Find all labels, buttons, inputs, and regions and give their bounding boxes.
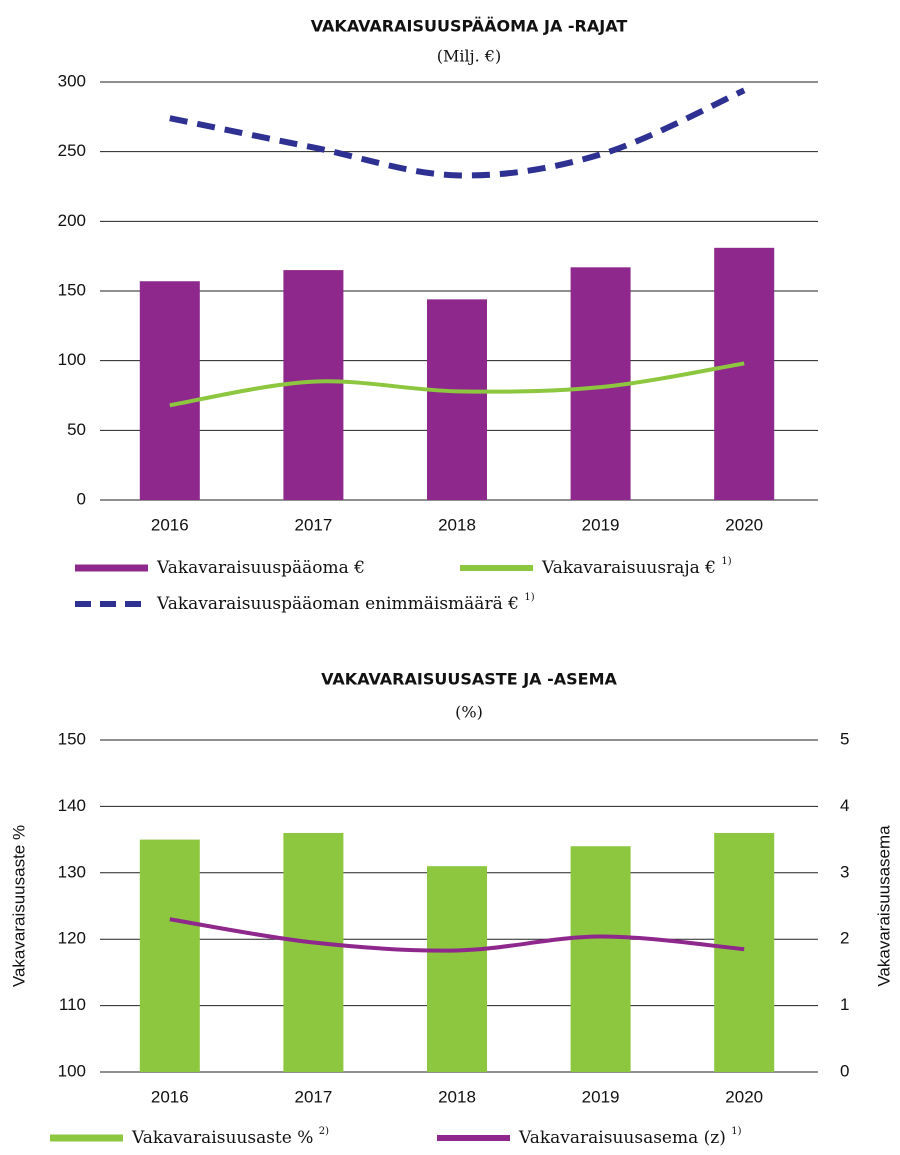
x-tick-label: 2018 — [438, 515, 476, 534]
line — [169, 917, 745, 953]
chart-subtitle: (Milj. €) — [437, 47, 501, 66]
x-tick-label: 2019 — [582, 1087, 620, 1106]
y-tick-label: 150 — [58, 729, 86, 748]
legend-name: Vakavaraisuusaste % — [131, 1128, 313, 1148]
y-tick-label: 200 — [58, 211, 86, 230]
y-tick-label: 140 — [58, 796, 86, 815]
y2-tick-label: 2 — [840, 929, 849, 948]
line — [169, 87, 746, 179]
chart-title: VAKAVARAISUUSASTE JA -ASEMA — [321, 670, 617, 689]
y-tick-label: 110 — [59, 995, 86, 1014]
bar — [139, 839, 200, 1072]
legend-note: 1) — [721, 556, 731, 567]
y2-tick-label: 1 — [840, 995, 849, 1014]
legend-name: Vakavaraisuusraja € — [541, 558, 716, 578]
y2-axis-label: Vakavaraisuusasema — [874, 825, 893, 987]
y2-tick-label: 0 — [840, 1061, 849, 1080]
legend-label: Vakavaraisuuspääoman enimmäismäärä € 1) — [156, 592, 535, 614]
legend-name: Vakavaraisuuspääoma € — [156, 558, 365, 578]
bar — [139, 281, 200, 500]
legend-label: Vakavaraisuusaste % 2) — [131, 1126, 329, 1148]
bar — [283, 832, 344, 1072]
legend-name: Vakavaraisuuspääoman enimmäismäärä € — [156, 594, 519, 614]
x-tick-label: 2017 — [294, 1087, 332, 1106]
bar — [714, 832, 775, 1072]
bar — [570, 846, 631, 1072]
bar — [714, 247, 775, 500]
legend-note: 2) — [319, 1126, 329, 1137]
x-tick-label: 2016 — [151, 1087, 189, 1106]
x-tick-label: 2016 — [151, 515, 189, 534]
x-tick-label: 2018 — [438, 1087, 476, 1106]
y-tick-label: 100 — [58, 350, 86, 369]
legend-note: 1) — [731, 1126, 741, 1137]
y2-tick-label: 3 — [840, 862, 849, 881]
y-tick-label: 150 — [58, 280, 86, 299]
chart-title: VAKAVARAISUUSPÄÄOMA JA -RAJAT — [311, 17, 628, 36]
y-tick-label: 120 — [58, 929, 86, 948]
line — [169, 361, 745, 408]
x-tick-label: 2020 — [725, 515, 763, 534]
y2-tick-label: 5 — [840, 729, 849, 748]
legend-note: 1) — [524, 592, 534, 603]
legend-label: Vakavaraisuusraja € 1) — [541, 556, 732, 578]
bar — [427, 866, 487, 1072]
legend-name: Vakavaraisuusasema (z) — [518, 1128, 726, 1148]
bar — [427, 299, 487, 500]
chart-subtitle: (%) — [455, 703, 483, 722]
x-tick-label: 2020 — [725, 1087, 763, 1106]
y-tick-label: 100 — [58, 1061, 86, 1080]
x-tick-label: 2017 — [294, 515, 332, 534]
legend-label: Vakavaraisuusasema (z) 1) — [518, 1126, 742, 1148]
x-tick-label: 2019 — [582, 515, 620, 534]
y2-tick-label: 4 — [840, 796, 849, 815]
y-tick-label: 300 — [58, 71, 86, 90]
y-tick-label: 0 — [77, 489, 86, 508]
y-axis-label: Vakavaraisuusaste % — [9, 825, 28, 987]
y-tick-label: 130 — [58, 862, 86, 881]
y-tick-label: 50 — [67, 420, 86, 439]
legend-label: Vakavaraisuuspääoma € — [156, 558, 365, 578]
y-tick-label: 250 — [58, 141, 86, 160]
